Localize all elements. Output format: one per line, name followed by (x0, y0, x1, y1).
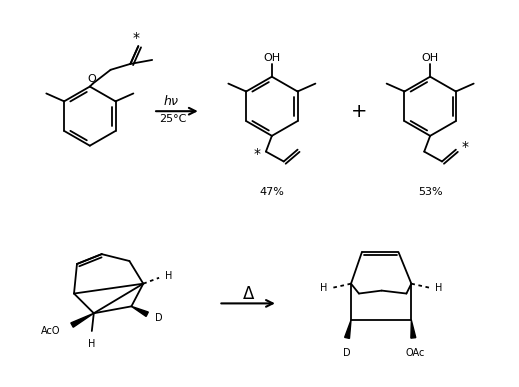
Polygon shape (131, 307, 148, 317)
Text: OAc: OAc (406, 348, 425, 358)
Text: H: H (165, 271, 172, 281)
Text: H: H (320, 283, 327, 293)
Text: AcO: AcO (40, 326, 60, 336)
Text: 47%: 47% (260, 187, 284, 197)
Polygon shape (345, 320, 351, 338)
Polygon shape (411, 320, 416, 338)
Text: D: D (343, 348, 351, 358)
Text: O: O (87, 74, 96, 84)
Text: $\Delta$: $\Delta$ (241, 284, 255, 303)
Text: h$\nu$: h$\nu$ (162, 94, 179, 108)
Polygon shape (71, 313, 94, 327)
Text: *: * (461, 140, 468, 154)
Text: H: H (88, 339, 95, 349)
Text: 25°C: 25°C (159, 114, 187, 124)
Text: +: + (351, 102, 367, 121)
Text: *: * (253, 147, 261, 161)
Text: H: H (435, 283, 443, 293)
Text: OH: OH (421, 53, 439, 63)
Text: *: * (133, 31, 140, 45)
Text: OH: OH (263, 53, 280, 63)
Text: 53%: 53% (418, 187, 443, 197)
Text: D: D (155, 313, 163, 323)
